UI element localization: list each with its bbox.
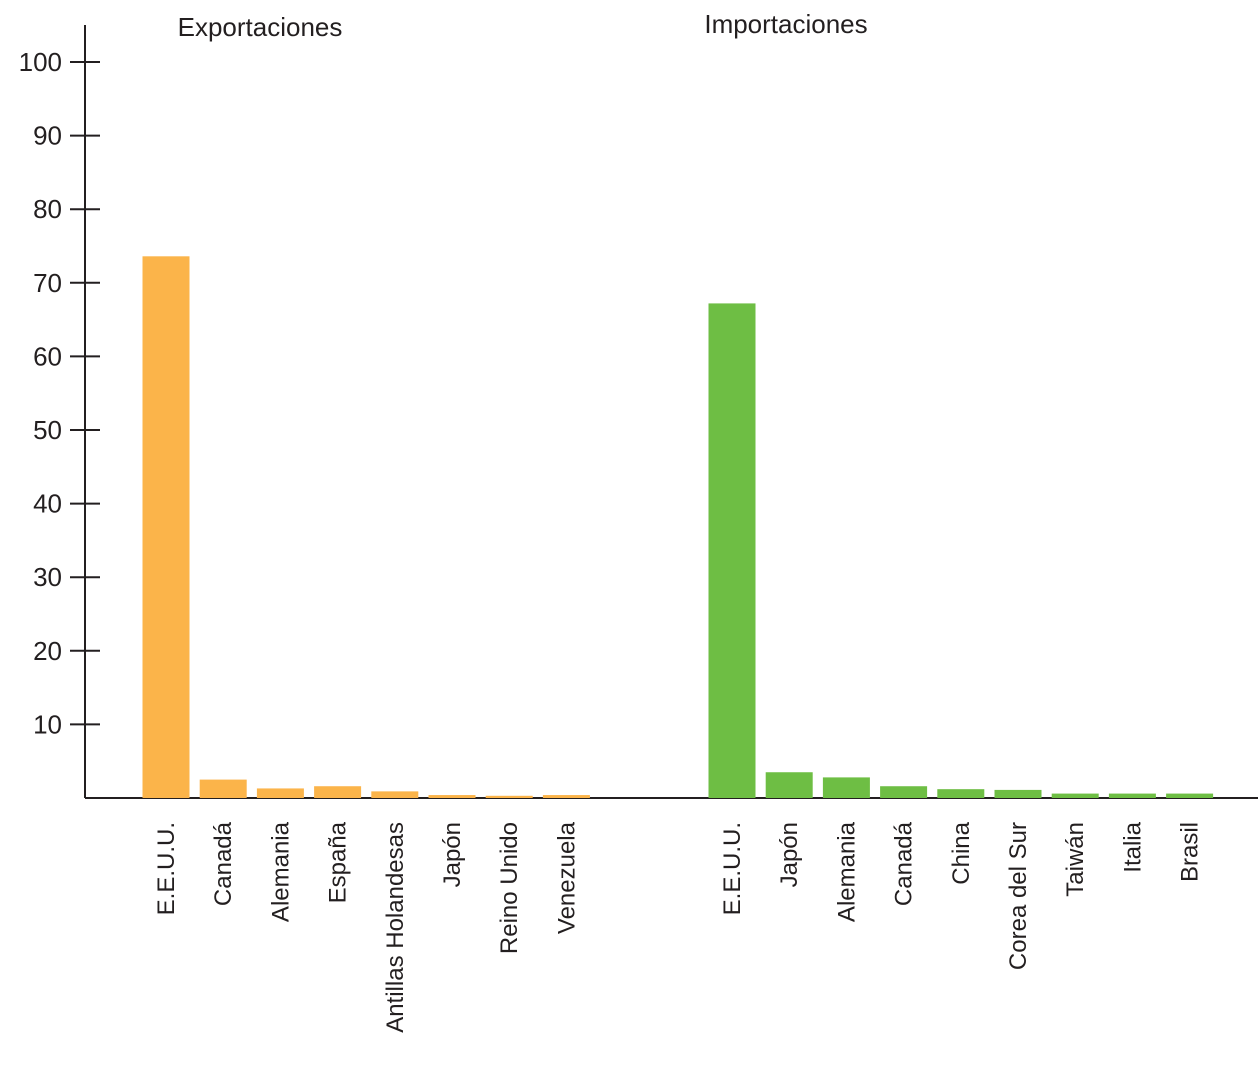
bar-exportaciones [428,795,476,798]
bar-importaciones [1108,793,1156,798]
category-label: Canadá [210,821,237,906]
y-tick-label: 60 [33,341,62,371]
category-label: Alemania [833,821,860,922]
bar-exportaciones [142,256,190,799]
bar-importaciones [1051,793,1099,798]
category-label: España [325,821,352,903]
bar-exportaciones [485,795,533,798]
bar-importaciones [765,772,813,798]
y-axis: 10 20 30 40 50 60 70 80 90 100 [19,25,100,798]
category-label: Venezuela [553,821,580,934]
y-tick-label: 100 [19,47,62,77]
bar-importaciones [822,777,870,798]
bar-exportaciones [314,786,362,798]
bar-importaciones [994,789,1042,798]
category-label: China [948,821,975,884]
category-label: Corea del Sur [1005,822,1032,970]
category-label: Reino Unido [496,822,523,954]
category-label: Alemania [267,821,294,922]
y-tick-label: 40 [33,489,62,519]
category-label: Japón [439,822,466,887]
bar-exportaciones [542,795,590,798]
bar-importaciones [880,786,928,798]
category-label: Taiwán [1062,822,1089,897]
category-label: E.E.U.U. [719,822,746,915]
category-label: Brasil [1177,822,1204,882]
bar-exportaciones [256,788,304,798]
bar-exportaciones [371,791,419,798]
bar-exportaciones [199,779,247,798]
y-tick-label: 20 [33,636,62,666]
category-label: Antillas Holandesas [382,822,409,1033]
group-title-importaciones: Importaciones [704,9,867,39]
category-label: Japón [776,822,803,887]
group-titles: Exportaciones Importaciones [178,9,868,42]
category-label: Canadá [891,821,918,906]
y-tick-label: 90 [33,121,62,151]
bar-importaciones [1166,793,1214,798]
category-label: Italia [1119,821,1146,872]
y-tick-label: 50 [33,415,62,445]
y-tick-label: 70 [33,268,62,298]
category-label: E.E.U.U. [153,822,180,915]
category-labels: E.E.U.U. Canadá Alemania España Antillas Hol… [153,821,1204,1032]
y-tick-label: 30 [33,562,62,592]
group-title-exportaciones: Exportaciones [178,12,343,42]
bar-importaciones [937,789,985,798]
y-tick-label: 80 [33,194,62,224]
bar-importaciones [708,303,756,798]
y-tick-label: 10 [33,709,62,739]
bars [142,256,1214,799]
